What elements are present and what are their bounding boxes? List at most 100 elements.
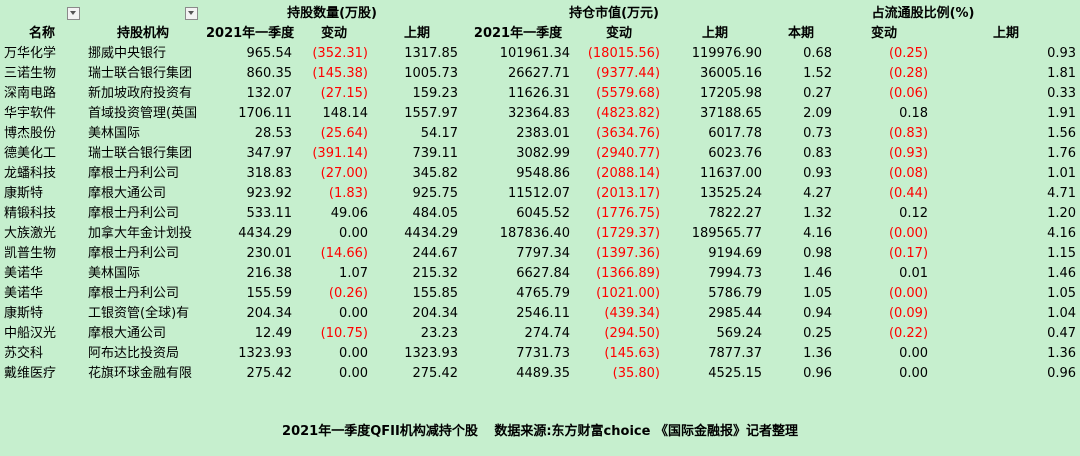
cell-value-q1[interactable]: 101961.34 [499,46,571,61]
cell-value-q1[interactable]: 274.74 [524,326,571,341]
cell-value-prev[interactable]: 189565.77 [691,226,763,241]
cell-hold-q1[interactable]: 230.01 [246,246,293,261]
col-header-hold-q1[interactable]: 2021年一季度 [206,26,295,41]
cell-value-prev[interactable]: 4525.15 [708,366,763,381]
cell-value-change[interactable]: (145.63) [604,346,661,361]
cell-hold-q1[interactable]: 860.35 [246,66,293,81]
cell-hold-prev[interactable]: 204.34 [412,306,459,321]
cell-hold-q1[interactable]: 275.42 [246,366,293,381]
cell-hold-q1[interactable]: 347.97 [246,146,293,161]
cell-ratio-prev[interactable]: 0.33 [1047,86,1077,101]
cell-value-prev[interactable]: 2985.44 [708,306,763,321]
col-header-ratio-prev[interactable]: 上期 [993,26,1020,41]
cell-ratio-prev[interactable]: 1.81 [1047,66,1077,81]
cell-ratio-prev[interactable]: 4.71 [1047,186,1077,201]
cell-hold-q1[interactable]: 12.49 [254,326,292,341]
cell-hold-change[interactable]: (0.26) [328,286,368,301]
cell-ratio-current[interactable]: 2.09 [803,106,833,121]
cell-institution[interactable]: 首域投资管理(英国 [88,106,198,121]
cell-hold-q1[interactable]: 155.59 [246,286,293,301]
cell-value-q1[interactable]: 9548.86 [516,166,571,181]
cell-value-prev[interactable]: 11637.00 [700,166,763,181]
cell-value-change[interactable]: (2940.77) [596,146,661,161]
cell-ratio-prev[interactable]: 1.05 [1047,286,1077,301]
cell-value-q1[interactable]: 6045.52 [516,206,571,221]
cell-institution[interactable]: 加拿大年金计划投 [88,226,193,241]
cell-hold-q1[interactable]: 1323.93 [238,346,292,361]
cell-value-prev[interactable]: 7877.37 [708,346,763,361]
cell-value-q1[interactable]: 7731.73 [516,346,571,361]
cell-hold-change[interactable]: (25.64) [320,126,368,141]
cell-value-prev[interactable]: 9194.69 [708,246,763,261]
cell-value-change[interactable]: (9377.44) [596,66,661,81]
col-header-hold-change[interactable]: 变动 [320,26,347,41]
cell-ratio-prev[interactable]: 1.04 [1047,306,1077,321]
cell-value-q1[interactable]: 7797.34 [516,246,571,261]
cell-name[interactable]: 龙蟠科技 [4,166,57,181]
cell-value-q1[interactable]: 11626.31 [507,86,571,101]
cell-value-q1[interactable]: 187836.40 [499,226,571,241]
col-header-ratio-current[interactable]: 本期 [788,26,815,41]
cell-institution[interactable]: 美林国际 [88,266,141,281]
col-header-institution[interactable]: 持股机构 [116,26,169,41]
cell-value-prev[interactable]: 7822.27 [708,206,763,221]
cell-hold-change[interactable]: (10.75) [320,326,368,341]
cell-ratio-prev[interactable]: 1.36 [1047,346,1077,361]
cell-hold-change[interactable]: 0.00 [339,346,368,361]
cell-hold-prev[interactable]: 244.67 [412,246,459,261]
cell-ratio-prev[interactable]: 0.93 [1047,46,1077,61]
cell-ratio-change[interactable]: 0.01 [899,266,929,281]
cell-hold-prev[interactable]: 4434.29 [404,226,459,241]
cell-ratio-change[interactable]: 0.00 [899,366,929,381]
cell-ratio-change[interactable]: (0.83) [888,126,929,141]
cell-value-prev[interactable]: 6017.78 [708,126,763,141]
cell-institution[interactable]: 瑞士联合银行集团 [88,146,193,161]
cell-hold-prev[interactable]: 345.82 [412,166,459,181]
cell-value-change[interactable]: (2088.14) [596,166,661,181]
filter-dropdown-icon[interactable] [185,7,198,20]
cell-ratio-prev[interactable]: 1.20 [1047,206,1077,221]
cell-name[interactable]: 美诺华 [4,266,44,281]
cell-hold-q1[interactable]: 965.54 [246,46,293,61]
cell-ratio-change[interactable]: 0.18 [899,106,929,121]
cell-value-q1[interactable]: 11512.07 [507,186,571,201]
cell-ratio-change[interactable]: (0.08) [888,166,929,181]
cell-value-change[interactable]: (3634.76) [596,126,661,141]
cell-value-prev[interactable]: 36005.16 [700,66,763,81]
filter-dropdown-icon[interactable] [67,7,80,20]
cell-name[interactable]: 万华化学 [4,46,57,61]
cell-ratio-change[interactable]: (0.09) [888,306,929,321]
cell-ratio-prev[interactable]: 1.91 [1047,106,1077,121]
cell-hold-change[interactable]: (352.31) [312,46,368,61]
cell-ratio-change[interactable]: (0.22) [888,326,929,341]
cell-institution[interactable]: 摩根士丹利公司 [88,166,180,181]
cell-ratio-change[interactable]: (0.06) [888,86,929,101]
cell-value-prev[interactable]: 5786.79 [708,286,763,301]
cell-hold-change[interactable]: 0.00 [339,366,368,381]
cell-ratio-prev[interactable]: 0.96 [1047,366,1077,381]
cell-hold-prev[interactable]: 215.32 [412,266,459,281]
cell-hold-change[interactable]: (1.83) [328,186,368,201]
cell-institution[interactable]: 瑞士联合银行集团 [88,66,193,81]
cell-ratio-change[interactable]: (0.00) [888,226,929,241]
cell-ratio-current[interactable]: 1.05 [803,286,833,301]
cell-value-change[interactable]: (1366.89) [596,266,661,281]
cell-hold-change[interactable]: (14.66) [320,246,368,261]
cell-name[interactable]: 大族激光 [4,226,57,241]
col-header-ratio-change[interactable]: 变动 [871,26,898,41]
cell-value-change[interactable]: (1776.75) [596,206,661,221]
cell-name[interactable]: 戴维医疗 [4,366,57,381]
cell-ratio-current[interactable]: 0.27 [803,86,833,101]
cell-hold-change[interactable]: (27.00) [320,166,368,181]
cell-ratio-change[interactable]: (0.00) [888,286,929,301]
cell-institution[interactable]: 花旗环球金融有限 [88,366,193,381]
cell-institution[interactable]: 摩根士丹利公司 [88,246,180,261]
institution-filter-cell[interactable] [84,4,202,24]
cell-ratio-current[interactable]: 1.46 [803,266,833,281]
cell-name[interactable]: 康斯特 [4,186,44,201]
cell-hold-change[interactable]: 0.00 [339,306,368,321]
cell-name[interactable]: 博杰股份 [4,126,57,141]
cell-value-q1[interactable]: 4489.35 [516,366,571,381]
cell-ratio-prev[interactable]: 0.47 [1047,326,1077,341]
cell-hold-q1[interactable]: 132.07 [246,86,293,101]
